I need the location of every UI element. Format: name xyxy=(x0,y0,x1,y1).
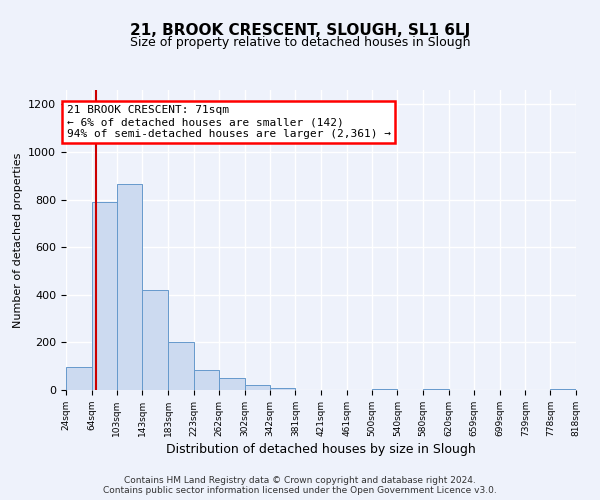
Text: Contains public sector information licensed under the Open Government Licence v3: Contains public sector information licen… xyxy=(103,486,497,495)
Bar xyxy=(92,202,117,390)
Bar xyxy=(168,342,194,390)
X-axis label: Distribution of detached houses by size in Slough: Distribution of detached houses by size … xyxy=(166,443,476,456)
Y-axis label: Number of detached properties: Number of detached properties xyxy=(13,152,23,328)
Text: Size of property relative to detached houses in Slough: Size of property relative to detached ho… xyxy=(130,36,470,49)
Bar xyxy=(219,378,245,390)
Text: 21 BROOK CRESCENT: 71sqm
← 6% of detached houses are smaller (142)
94% of semi-d: 21 BROOK CRESCENT: 71sqm ← 6% of detache… xyxy=(67,106,391,138)
Bar xyxy=(117,184,142,390)
Bar xyxy=(550,389,576,390)
Text: 21, BROOK CRESCENT, SLOUGH, SL1 6LJ: 21, BROOK CRESCENT, SLOUGH, SL1 6LJ xyxy=(130,22,470,38)
Bar xyxy=(270,388,295,390)
Text: Contains HM Land Registry data © Crown copyright and database right 2024.: Contains HM Land Registry data © Crown c… xyxy=(124,476,476,485)
Bar xyxy=(66,368,92,390)
Bar xyxy=(194,370,219,390)
Bar xyxy=(245,385,270,390)
Bar xyxy=(142,290,168,390)
Bar xyxy=(372,389,397,390)
Bar xyxy=(423,389,449,390)
